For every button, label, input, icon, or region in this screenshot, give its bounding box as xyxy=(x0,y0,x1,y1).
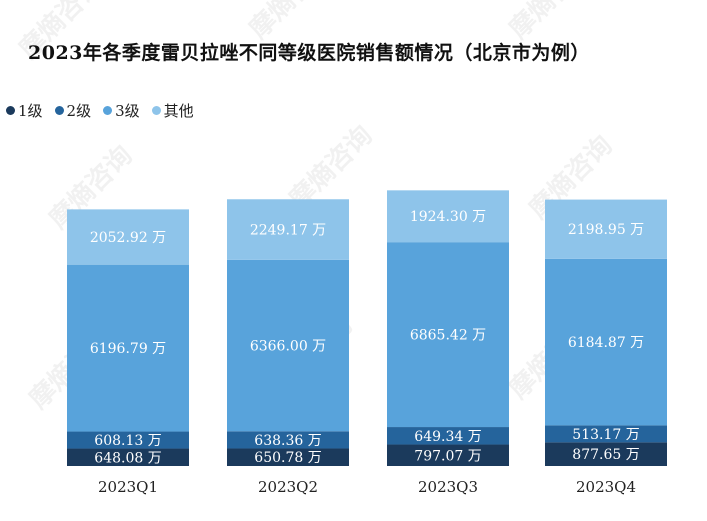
bar-segment xyxy=(387,427,509,445)
data-label: 648.08 万 xyxy=(94,450,161,466)
bar-segment xyxy=(545,258,667,426)
legend-item: 1级 xyxy=(6,100,43,121)
legend-label: 3级 xyxy=(115,102,140,120)
data-label: 6196.79 万 xyxy=(90,341,166,357)
data-label: 797.07 万 xyxy=(414,448,481,464)
x-tick-label: 2023Q3 xyxy=(418,478,478,496)
legend-label: 1级 xyxy=(18,102,43,120)
bar-segment xyxy=(67,431,189,449)
bar-segment xyxy=(387,444,509,466)
legend-swatch xyxy=(103,106,113,115)
data-label: 877.65 万 xyxy=(572,447,639,463)
data-label: 6366.00 万 xyxy=(250,339,326,355)
bar-segment xyxy=(545,442,667,466)
bar-segment xyxy=(387,190,509,243)
legend-item: 2级 xyxy=(54,100,92,121)
legend-swatch xyxy=(6,106,15,115)
watermark-text: 摩熵咨询 xyxy=(243,0,338,45)
legend-item: 其他 xyxy=(151,100,194,121)
data-label: 513.17 万 xyxy=(572,427,639,443)
data-label: 6184.87 万 xyxy=(568,335,644,351)
bar-segment xyxy=(67,264,189,432)
legend-swatch xyxy=(151,106,161,115)
watermark-text: 摩熵咨询 xyxy=(503,0,598,45)
watermark-text: 摩熵咨询 xyxy=(13,0,108,65)
legend-label: 2级 xyxy=(66,102,92,120)
legend-swatch xyxy=(54,106,64,115)
data-label: 2052.92 万 xyxy=(90,230,166,246)
data-label: 6865.42 万 xyxy=(410,328,486,344)
data-label: 1924.30 万 xyxy=(410,209,486,225)
bar-segment xyxy=(545,425,667,443)
chart-title: 2023年各季度雷贝拉唑不同等级医院销售额情况（北京市为例） xyxy=(28,42,590,64)
bar-segment xyxy=(67,448,189,466)
bar-segment xyxy=(227,448,349,466)
bar-segment xyxy=(227,199,349,260)
data-label: 2249.17 万 xyxy=(250,223,326,239)
x-tick-label: 2023Q2 xyxy=(258,478,318,496)
data-label: 638.36 万 xyxy=(254,433,321,449)
bar-segment xyxy=(387,242,509,428)
legend-item: 3级 xyxy=(103,100,140,121)
data-label: 2198.95 万 xyxy=(568,222,644,238)
data-label: 649.34 万 xyxy=(414,429,481,445)
chart-legend: 1级 2级 3级 其他 xyxy=(6,100,206,121)
data-label: 650.78 万 xyxy=(254,450,321,466)
bar-segment xyxy=(67,209,189,265)
bar-segment xyxy=(545,199,667,259)
bar-segment xyxy=(227,431,349,449)
legend-label: 其他 xyxy=(163,102,194,120)
data-label: 608.13 万 xyxy=(94,433,161,449)
bar-segment xyxy=(227,259,349,432)
x-tick-label: 2023Q4 xyxy=(576,478,636,496)
x-tick-label: 2023Q1 xyxy=(98,478,158,496)
